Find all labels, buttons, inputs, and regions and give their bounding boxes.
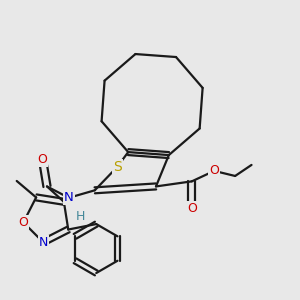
Text: H: H xyxy=(76,210,86,223)
Text: O: O xyxy=(18,216,28,229)
Text: O: O xyxy=(187,202,197,215)
Text: S: S xyxy=(113,160,122,174)
Text: O: O xyxy=(209,164,219,177)
Text: N: N xyxy=(39,236,48,249)
Text: N: N xyxy=(64,191,74,204)
Text: O: O xyxy=(38,153,47,166)
